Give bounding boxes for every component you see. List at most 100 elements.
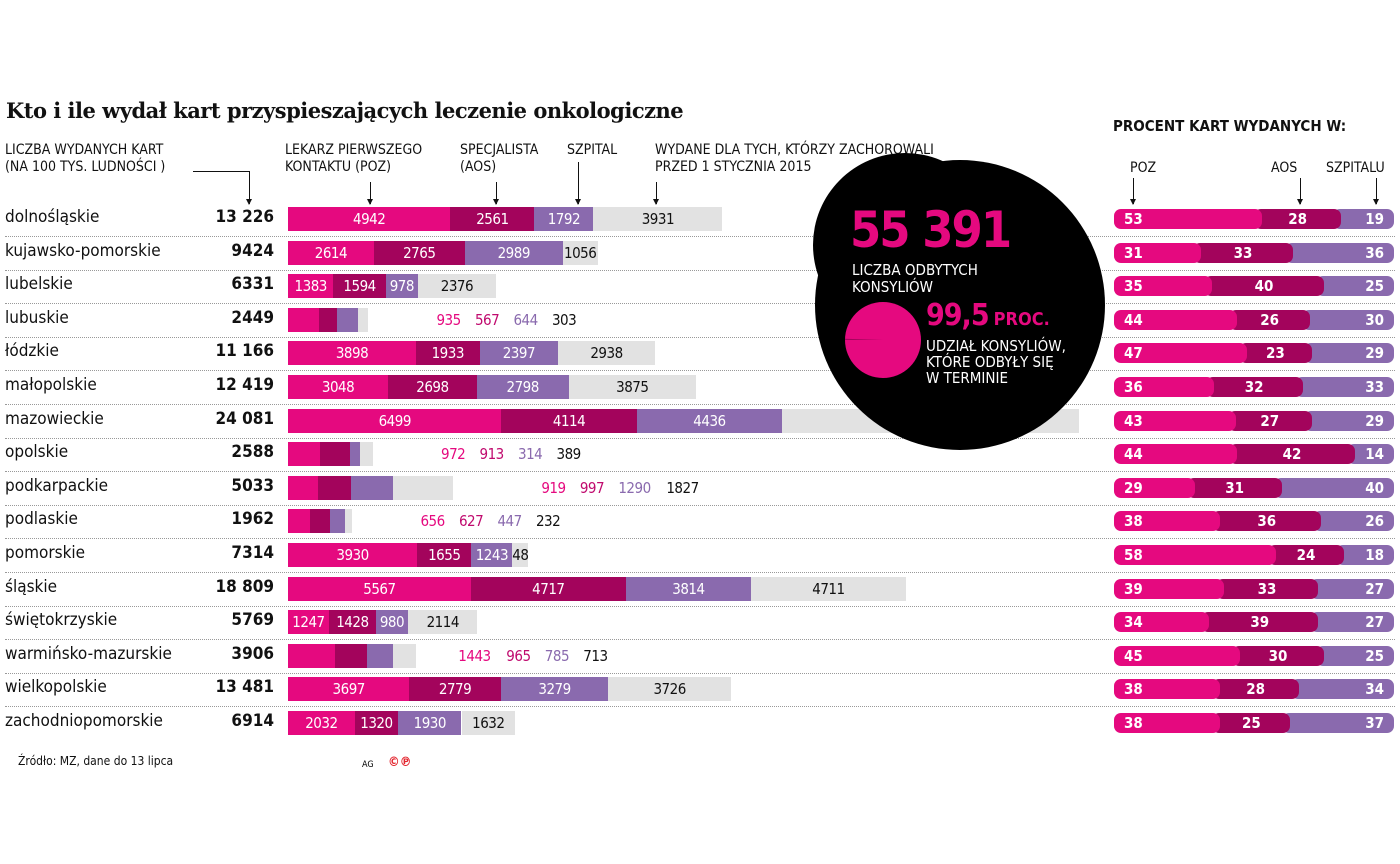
pct-header-poz: POZ <box>1130 160 1157 176</box>
ontime-label: UDZIAŁ KONSYLIÓW, KTÓRE ODBYŁY SIĘ W TER… <box>926 338 1066 386</box>
bar-value-label: 1827 <box>666 478 699 497</box>
bar-segment <box>393 475 454 500</box>
bar-segment: 1247 <box>288 610 329 635</box>
row-separator <box>5 437 1395 439</box>
bar-value-label: 627 <box>458 512 484 531</box>
percent-segment: 18 <box>1335 545 1394 565</box>
region-name: lubuskie <box>5 307 69 328</box>
bar-segment: 1428 <box>328 610 376 635</box>
region-name: zachodniopomorskie <box>5 711 163 731</box>
bar-segment <box>367 643 393 668</box>
bar-segment: 2938 <box>558 341 655 366</box>
consults-label-line1: LICZBA ODBYTYCH <box>852 261 978 279</box>
bar-segment <box>335 643 368 668</box>
bar-segment <box>288 442 320 467</box>
consults-label-line2: KONSYLIÓW <box>852 278 934 296</box>
bar-value-label: 1443 <box>458 646 491 665</box>
percent-segment: 31 <box>1114 242 1201 263</box>
arrow-down-icon <box>367 182 373 205</box>
percent-segment: 25 <box>1316 645 1394 666</box>
region-total: 13 226 <box>215 207 274 227</box>
row-separator <box>5 572 1395 573</box>
header-old-line2: PRZED 1 STYCZNIA 2015 <box>655 159 812 175</box>
region-total: 7314 <box>231 543 274 563</box>
bar-value-label: 972 <box>441 445 466 464</box>
percent-segment: 25 <box>1316 276 1394 297</box>
consults-label: LICZBA ODBYTYCH KONSYLIÓW <box>852 262 978 296</box>
bar-value-label: 567 <box>474 310 500 329</box>
row-separator <box>5 504 1395 506</box>
arrow-down-icon <box>1297 178 1303 205</box>
row-separator <box>5 605 1395 607</box>
bar-segment <box>392 643 417 668</box>
bar-segment: 3898 <box>288 341 417 366</box>
region-total: 2449 <box>231 307 274 328</box>
region-total: 3906 <box>231 643 274 664</box>
bar-segment: 2114 <box>408 610 478 635</box>
header-old: WYDANE DLA TYCH, KTÓRZY ZACHOROWALI PRZE… <box>655 142 934 176</box>
percent-segment: 26 <box>1313 511 1394 532</box>
bar-value-label: 713 <box>583 646 608 665</box>
percent-segment: 37 <box>1282 713 1394 733</box>
percent-segment: 44 <box>1114 444 1238 465</box>
ontime-label-line1: UDZIAŁ KONSYLIÓW, <box>926 337 1066 355</box>
region-total: 6914 <box>231 711 274 731</box>
bar-segment: 1655 <box>417 543 472 567</box>
header-poz-line1: LEKARZ PIERWSZEGO <box>285 142 423 158</box>
pct-header-aos: AOS <box>1271 160 1298 176</box>
bar-segment: 1930 <box>398 711 462 735</box>
bar-segment <box>318 475 351 500</box>
percent-segment: 35 <box>1114 276 1212 297</box>
bar-segment <box>344 509 353 534</box>
percent-segment: 38 <box>1114 713 1221 733</box>
percent-segment: 33 <box>1294 377 1394 397</box>
region-name: pomorskie <box>5 543 86 563</box>
region-total: 13 481 <box>215 677 274 698</box>
arrow-down-icon <box>1130 178 1136 205</box>
bar-segment: 1594 <box>333 274 386 299</box>
bar-value-label: 389 <box>556 445 582 464</box>
pct-header-szpital: SZPITALU <box>1326 160 1385 176</box>
percent-segment: 27 <box>1309 578 1394 599</box>
bar-segment: 3697 <box>288 677 410 702</box>
region-total: 5769 <box>231 610 274 631</box>
bar-segment: 3726 <box>608 677 731 702</box>
row-separator <box>5 672 1395 674</box>
bar-segment: 2698 <box>388 375 477 399</box>
percent-segment: 38 <box>1114 679 1221 700</box>
bar-segment <box>349 442 361 467</box>
row-separator <box>5 236 1395 237</box>
percent-segment: 27 <box>1310 612 1394 633</box>
bar-value-label: 965 <box>506 646 531 665</box>
percent-segment: 30 <box>1232 645 1324 666</box>
percent-title: PROCENT KART WYDANYCH W: <box>1113 117 1347 135</box>
region-total: 24 081 <box>215 408 274 429</box>
bar-segment: 1792 <box>534 207 594 231</box>
region-total: 12 419 <box>215 375 274 395</box>
bar-segment: 1383 <box>288 274 334 299</box>
bar-segment <box>330 509 345 534</box>
bar-value-label: 644 <box>513 310 538 329</box>
credit: AG <box>362 760 374 770</box>
header-szpital: SZPITAL <box>567 142 618 158</box>
region-total: 11 166 <box>215 341 274 362</box>
leader-line <box>193 171 249 172</box>
percent-segment: 29 <box>1303 410 1394 431</box>
percent-segment: 30 <box>1302 309 1394 330</box>
percent-segment: 28 <box>1212 679 1299 700</box>
percent-segment: 44 <box>1114 309 1238 330</box>
bar-segment: 2376 <box>417 274 496 299</box>
row-separator <box>5 471 1395 473</box>
header-poz: LEKARZ PIERWSZEGO KONTAKTU (POZ) <box>285 142 422 176</box>
region-name: podlaskie <box>5 509 78 530</box>
bar-value-label: 997 <box>579 478 605 497</box>
row-separator <box>5 303 1395 305</box>
bar-value-label: 314 <box>518 445 543 464</box>
bar-segment: 4436 <box>636 408 783 433</box>
region-total: 2588 <box>231 442 274 463</box>
pie-slice-late <box>845 338 883 340</box>
percent-segment: 33 <box>1192 242 1294 263</box>
bar-segment: 1320 <box>354 711 399 735</box>
header-total-line2: (NA 100 TYS. LUDNOŚCI ) <box>5 159 166 175</box>
region-total: 1962 <box>231 509 274 530</box>
